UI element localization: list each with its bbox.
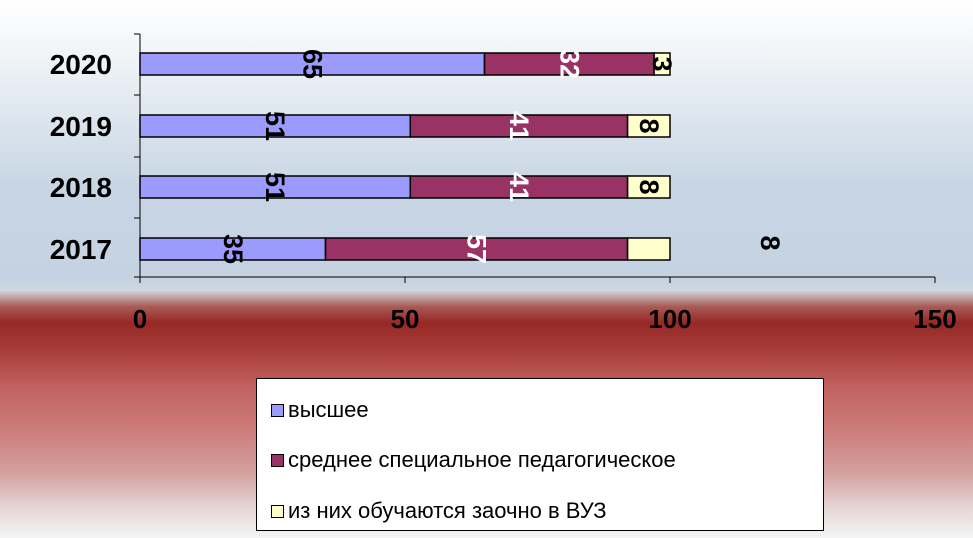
legend-swatch-higher (271, 403, 284, 417)
legend-swatch-secondary (271, 453, 284, 467)
x-tick-label-50: 50 (391, 304, 420, 334)
data-label-higher-2019: 51 (260, 111, 290, 141)
bar-correspondence-2019 (626, 114, 671, 138)
data-label-secondary-2019: 41 (504, 111, 534, 141)
category-label-2017: 2017 (50, 234, 112, 265)
x-tick-label-100: 100 (648, 304, 691, 334)
legend-swatch-correspondence (271, 504, 284, 518)
x-tick-label-0: 0 (133, 304, 147, 334)
data-label-secondary-2018: 41 (504, 172, 534, 202)
bar-correspondence-2017 (626, 237, 671, 261)
legend-label-correspondence: из них обучаются заочно в ВУЗ (288, 498, 607, 523)
data-label-correspondence-2019: 8 (634, 118, 664, 133)
data-label-higher-2017: 35 (218, 234, 248, 264)
category-label-2019: 2019 (50, 111, 112, 142)
data-label-correspondence-2018: 8 (634, 179, 664, 194)
data-label-higher-2018: 51 (260, 172, 290, 202)
legend-label-secondary: среднее специальное педагогическое (288, 447, 676, 472)
legend-item-higher: высшее (271, 397, 369, 423)
bar-correspondence-2018 (626, 175, 671, 199)
category-label-2020: 2020 (50, 49, 112, 80)
legend-item-secondary: среднее специальное педагогическое (271, 447, 676, 473)
bar-correspondence-2020 (653, 52, 671, 76)
data-label-secondary-2020: 32 (554, 49, 584, 79)
data-label-higher-2020: 65 (297, 49, 327, 79)
data-label-correspondence-2017: 8 (755, 235, 785, 250)
legend-item-correspondence: из них обучаются заочно в ВУЗ (271, 498, 607, 524)
data-label-secondary-2017: 57 (462, 234, 492, 264)
category-label-2018: 2018 (50, 172, 112, 203)
chart-legend: высшее среднее специальное педагогическо… (256, 378, 824, 531)
legend-label-higher: высшее (288, 397, 369, 422)
data-label-correspondence-2020: 3 (647, 56, 677, 71)
x-tick-label-150: 150 (913, 304, 956, 334)
